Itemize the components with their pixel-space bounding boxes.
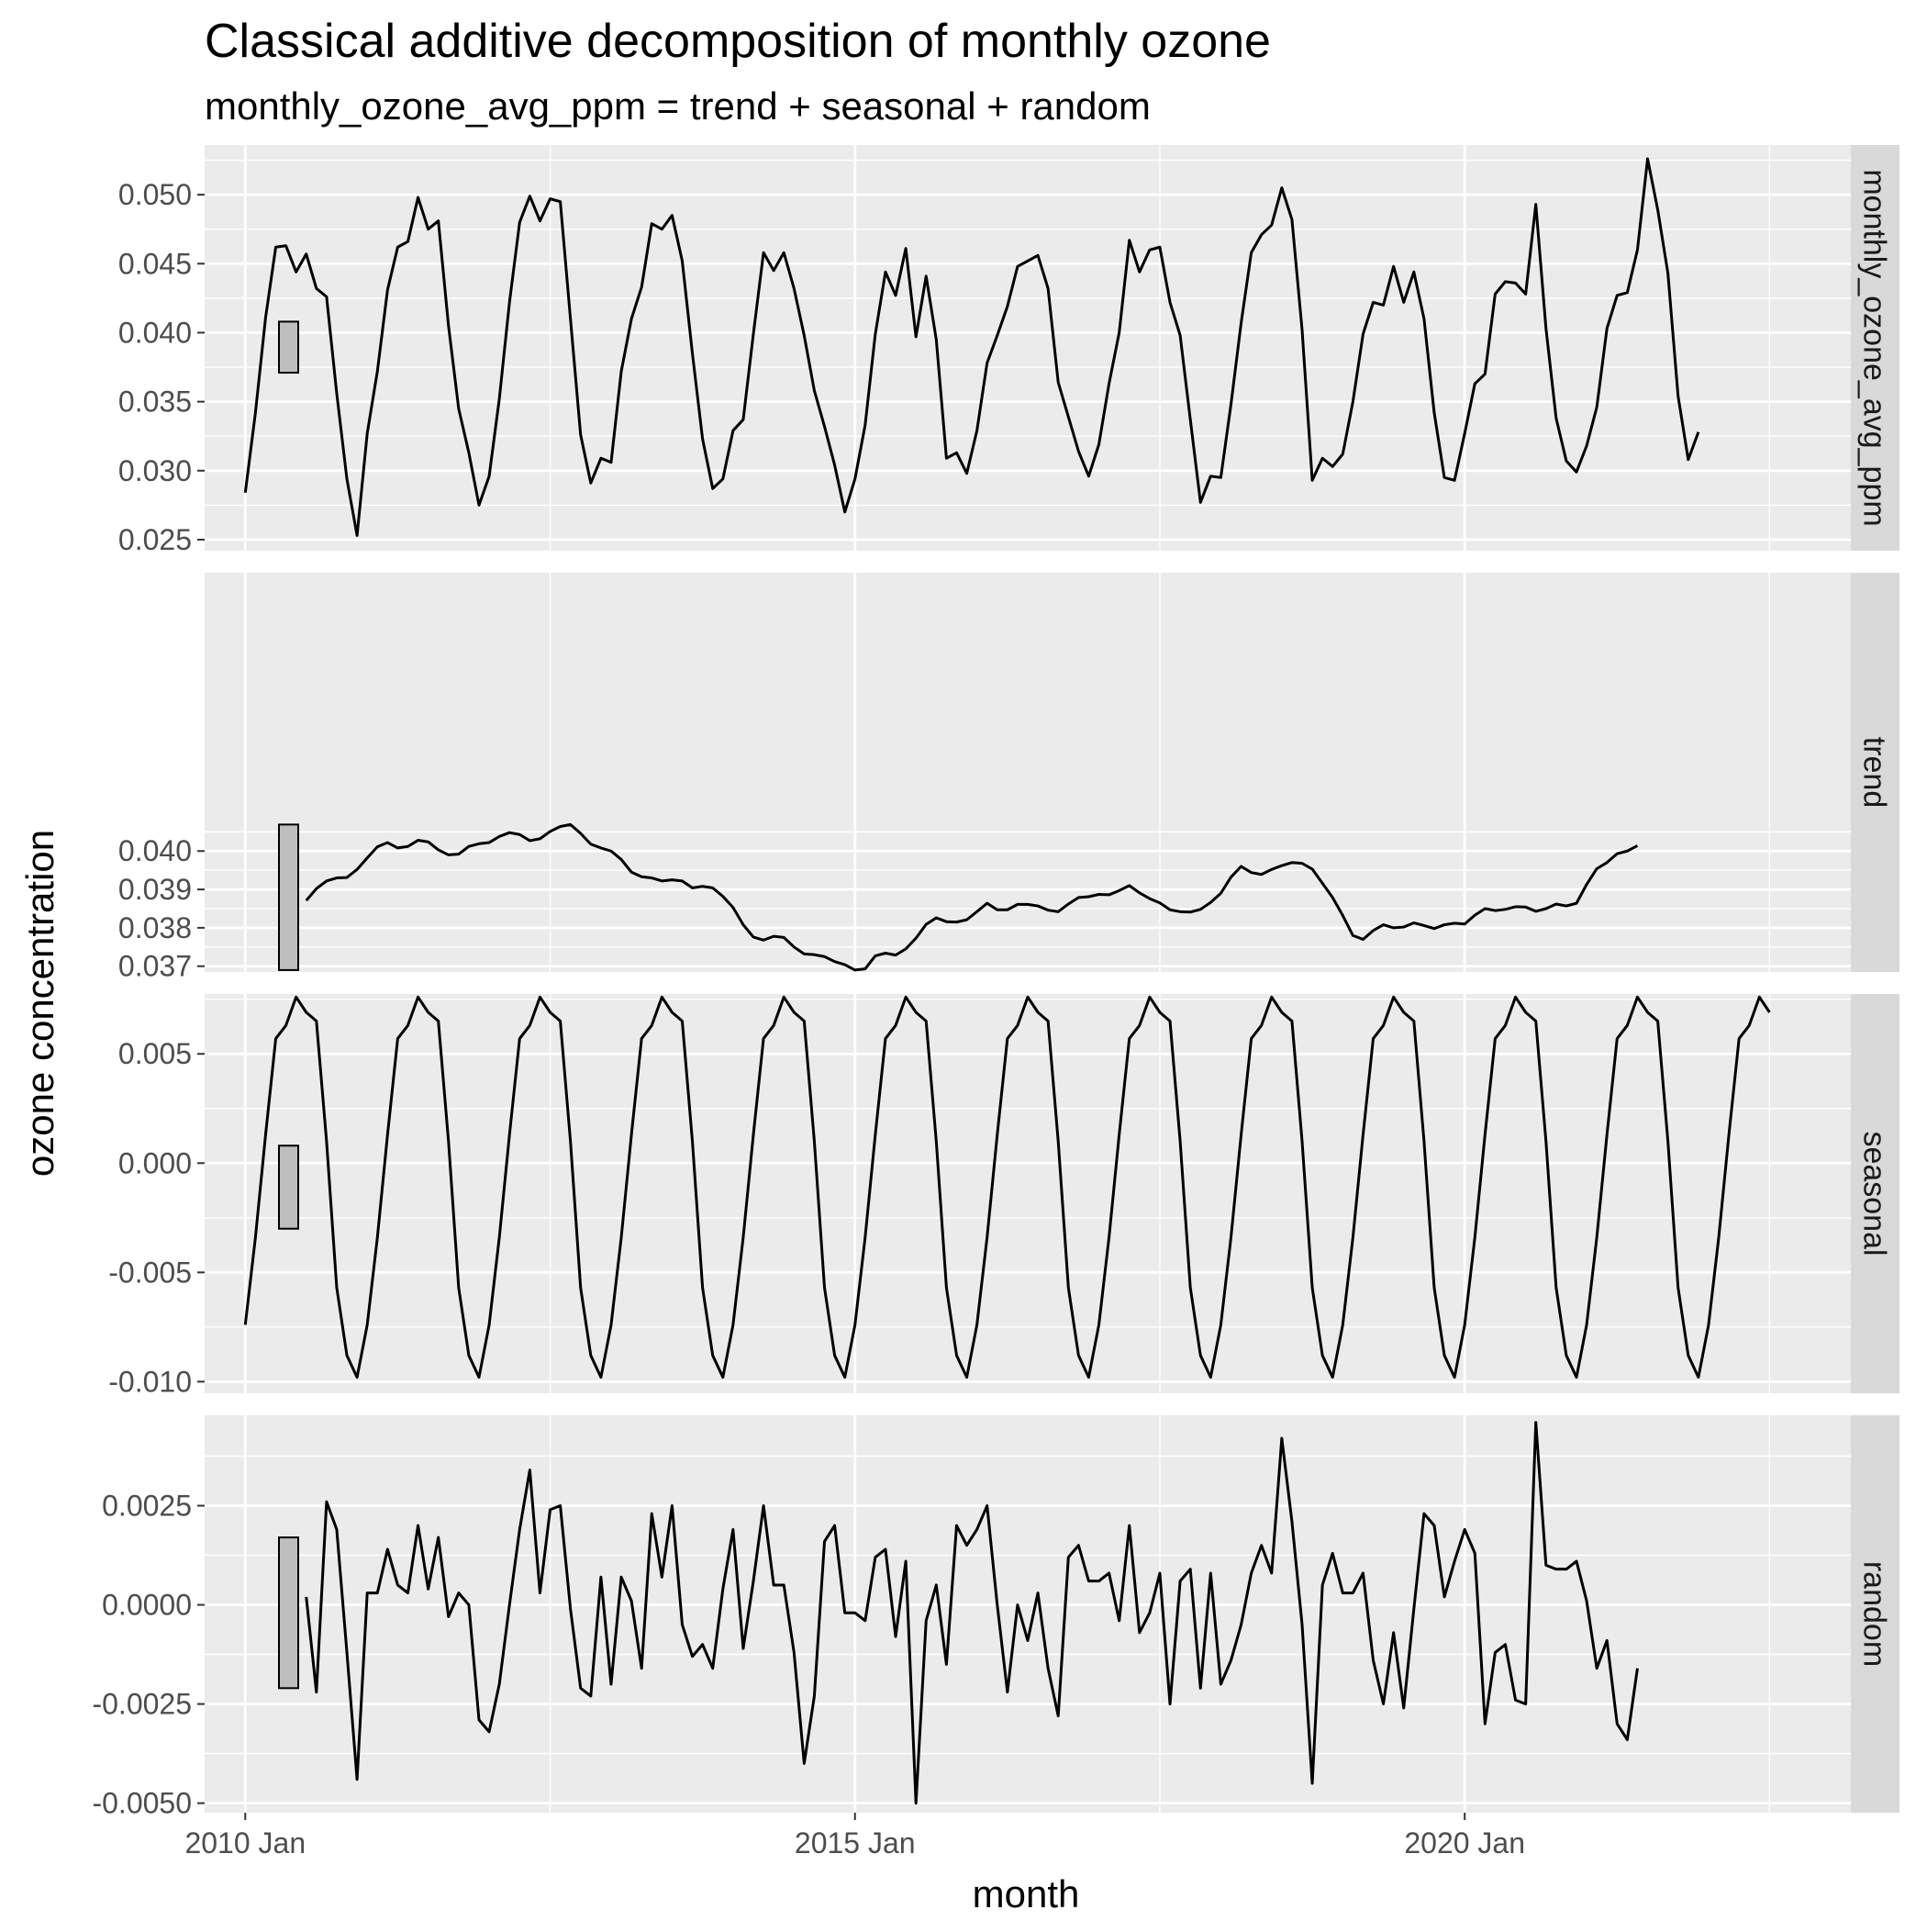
y-tick-label: 0.005 — [118, 1037, 192, 1070]
chart-title: Classical additive decomposition of mont… — [205, 15, 1271, 68]
y-tick-label: 0.030 — [118, 454, 192, 487]
series-line-seasonal — [243, 995, 1771, 1379]
y-tick-label: -0.010 — [108, 1365, 192, 1398]
y-tick-label: 0.035 — [118, 385, 192, 419]
panels-layer: 0.025 0.030 0.035 0.040 0.045 0.050 monthly_oz… — [92, 145, 1899, 1820]
panel-trend: 0.037 0.038 0.039 0.040 trend — [118, 573, 1899, 983]
panel-background — [205, 145, 1851, 551]
y-tick-label: 0.045 — [118, 247, 192, 280]
scale-bar — [278, 1145, 299, 1230]
facet-strip — [1851, 994, 1899, 1393]
y-tick-label: 0.050 — [118, 178, 192, 211]
facet-strip — [1851, 1415, 1899, 1813]
y-tick-label: 0.038 — [118, 911, 192, 944]
x-tick-label: 2020 Jan — [1404, 1826, 1525, 1859]
y-tick-label: -0.0025 — [92, 1688, 192, 1721]
chart-subtitle: monthly_ozone_avg_ppm = trend + seasonal… — [205, 84, 1151, 128]
y-tick-label: -0.0050 — [92, 1787, 192, 1820]
series-line-monthly-ozone-avg-ppm — [243, 157, 1700, 537]
panel-random: -0.0050 -0.0025 0.0000 0.0025 random — [92, 1415, 1899, 1820]
y-tick-label: 0.039 — [118, 873, 192, 906]
facet-strip — [1851, 145, 1899, 551]
facet-strip-label: trend — [1857, 737, 1892, 809]
series-line-trend — [305, 822, 1639, 972]
scale-bar — [278, 320, 299, 374]
panel-background — [205, 1415, 1851, 1813]
y-tick-label: 0.040 — [118, 834, 192, 867]
x-tick-label: 2015 Jan — [795, 1826, 916, 1859]
x-axis: 2010 Jan 2015 Jan 2020 Jan — [184, 1813, 1525, 1859]
series-line-random — [305, 1421, 1639, 1805]
x-axis-title: month — [973, 1872, 1080, 1915]
y-tick-label: 0.000 — [118, 1146, 192, 1179]
panel-monthly-ozone-avg-ppm: 0.025 0.030 0.035 0.040 0.045 0.050 monthly_oz… — [118, 145, 1899, 556]
y-tick-label: 0.040 — [118, 316, 192, 349]
y-tick-label: -0.005 — [108, 1256, 192, 1289]
y-tick-label: 0.0025 — [102, 1490, 192, 1523]
scale-bar — [278, 1536, 299, 1690]
y-tick-label: 0.037 — [118, 950, 192, 983]
y-tick-label: 0.025 — [118, 523, 192, 556]
panel-background — [205, 573, 1851, 972]
facet-strip-label: random — [1857, 1561, 1892, 1667]
x-tick-label: 2010 Jan — [184, 1826, 306, 1859]
y-tick-label: 0.0000 — [102, 1589, 192, 1622]
facet-strip-label: seasonal — [1857, 1131, 1892, 1256]
y-axis-title: ozone concentration — [18, 830, 61, 1177]
facet-strip-label: monthly_ozone_avg_ppm — [1857, 169, 1892, 526]
facet-strip — [1851, 573, 1899, 972]
scale-bar — [278, 823, 299, 971]
panel-seasonal: -0.010 -0.005 0.000 0.005 seasonal — [108, 994, 1899, 1398]
